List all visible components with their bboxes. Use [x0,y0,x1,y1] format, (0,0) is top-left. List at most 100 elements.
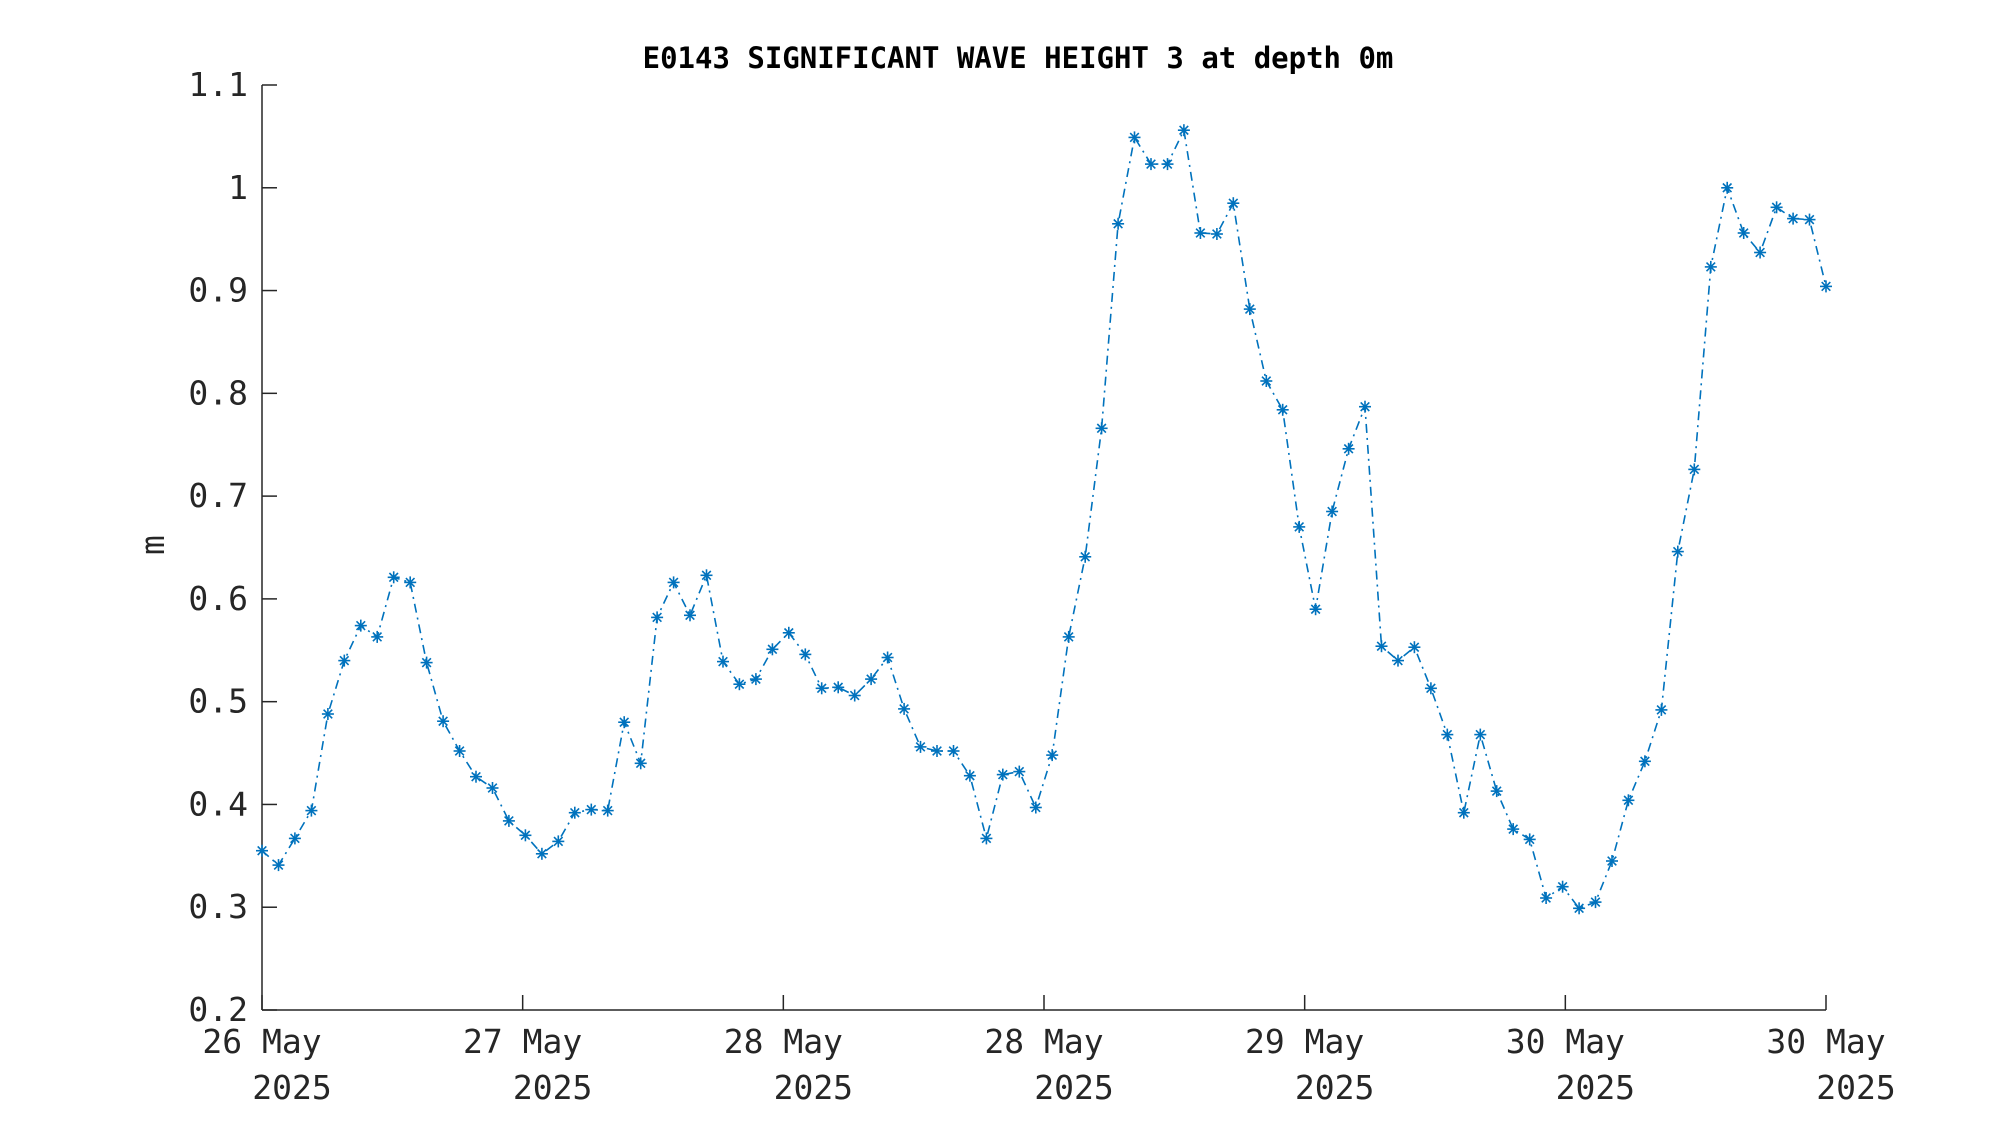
data-point [1671,545,1684,558]
data-point [1161,158,1174,171]
data-point [947,745,960,757]
chart-title: E0143 SIGNIFICANT WAVE HEIGHT 3 at depth… [643,41,1394,75]
data-point [1540,892,1553,904]
data-point [288,832,301,845]
y-tick-label: 0.7 [188,476,248,515]
data-point [1112,217,1125,230]
data-point [717,655,729,668]
data-point [1474,728,1487,741]
data-point [1523,833,1536,846]
data-point [1754,246,1767,259]
data-point [1490,785,1503,798]
data-point [552,835,565,848]
data-point [1721,181,1734,194]
data-point [914,740,927,753]
x-tick-label: 28 May [984,1022,1103,1061]
data-point [1457,806,1470,819]
data-point [799,648,812,661]
data-point [1326,505,1339,518]
data-point [733,678,746,691]
x-tick-year-label: 2025 [774,1068,853,1107]
y-tick-label: 0.9 [188,271,248,310]
data-point [963,769,976,782]
data-point [1573,902,1586,915]
x-tick-label: 28 May [724,1022,843,1061]
data-point [1408,641,1421,654]
data-point [1029,801,1042,814]
data-point [535,847,548,860]
x-tick-year-label: 2025 [1816,1068,1895,1107]
data-point [865,673,878,686]
series-group [256,124,1832,915]
x-tick-year-label: 2025 [1556,1068,1635,1107]
data-point [1062,630,1075,643]
data-point [700,569,713,582]
data-point [1787,212,1800,225]
data-point [1375,640,1388,653]
data-point [1243,303,1256,316]
y-axis-label: m [133,535,172,555]
data-point [519,829,532,842]
data-point [1260,375,1273,387]
data-point [1013,765,1026,778]
data-point [568,806,581,819]
data-point [881,651,894,664]
data-point [766,643,779,656]
data-point [1622,794,1635,807]
data-point [667,576,680,589]
data-point [1392,654,1404,667]
y-tick-label: 0.4 [188,784,248,823]
data-point [1638,755,1651,768]
x-tick-label: 27 May [463,1022,582,1061]
data-point [1589,896,1602,909]
data-point [1227,197,1240,210]
y-tick-label: 0.8 [188,373,248,412]
data-point [1688,463,1701,476]
data-point [1177,124,1190,137]
y-tick-label: 0.3 [188,887,248,926]
data-point [1507,823,1520,836]
y-tick-label: 0.2 [188,990,248,1029]
data-point [684,609,696,622]
data-point [898,702,911,715]
y-tick-label: 1 [228,168,248,207]
data-point [1820,280,1832,293]
data-point [354,619,367,632]
data-point [1770,201,1783,214]
data-point [1556,880,1569,893]
x-tick-year-label: 2025 [1295,1068,1374,1107]
data-point [1046,749,1059,762]
data-point [470,770,482,783]
y-tick-label: 0.6 [188,579,248,618]
y-tick-label: 1.1 [188,65,248,104]
data-point [437,715,450,728]
data-point [453,745,466,757]
x-tick-year-label: 2025 [1034,1068,1113,1107]
data-point [404,576,417,589]
data-point [1655,703,1668,716]
data-point [1293,520,1306,533]
data-point [502,814,515,827]
data-point [618,716,631,729]
data-point [996,768,1009,781]
data-point [749,673,762,686]
data-point [1210,228,1223,240]
x-tick-label: 30 May [1766,1022,1885,1061]
data-point [1737,227,1750,239]
data-point [321,708,334,720]
data-point [601,804,614,817]
data-point [931,745,943,757]
data-point [1359,400,1371,413]
data-point [420,656,433,669]
data-point [305,804,318,817]
data-point [1441,728,1454,741]
x-tick-label: 30 May [1506,1022,1625,1061]
data-point [1128,131,1141,144]
x-tick-label: 29 May [1245,1022,1364,1061]
data-point [387,571,400,584]
data-point [1194,227,1207,239]
data-point [832,681,845,694]
y-tick-label: 0.5 [188,682,248,721]
data-point [1079,550,1092,563]
data-point [1803,213,1816,226]
